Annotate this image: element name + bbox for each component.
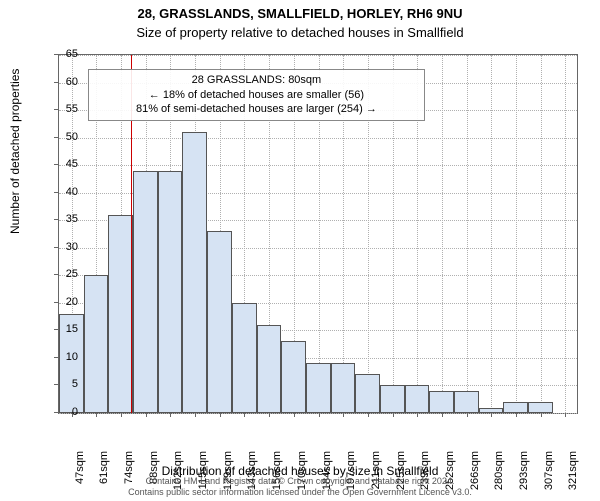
histogram-bar [331,363,356,413]
x-tick-mark [516,413,517,417]
attribution-line-2: Contains public sector information licen… [128,487,472,497]
y-tick-mark [54,329,58,330]
histogram-bar [281,341,306,413]
y-tick-mark [54,219,58,220]
grid-line-v [442,55,443,413]
plot-area: 47sqm61sqm74sqm88sqm102sqm115sqm129sqm14… [58,54,578,414]
x-tick-mark [269,413,270,417]
y-tick-label: 65 [48,48,78,60]
x-tick-mark [343,413,344,417]
y-tick-label: 25 [48,268,78,280]
histogram-bar [306,363,331,413]
page-title: 28, GRASSLANDS, SMALLFIELD, HORLEY, RH6 … [0,0,600,23]
y-tick-label: 60 [48,76,78,88]
grid-line-v [565,55,566,413]
histogram-bar [405,385,430,413]
y-tick-label: 45 [48,158,78,170]
y-tick-mark [54,247,58,248]
x-tick-mark [442,413,443,417]
y-tick-mark [54,384,58,385]
histogram-bar [503,402,528,413]
histogram-bar [108,215,133,413]
y-tick-mark [54,164,58,165]
x-tick-mark [244,413,245,417]
y-tick-mark [54,82,58,83]
x-tick-mark [393,413,394,417]
histogram-bar [84,275,109,413]
y-tick-label: 55 [48,103,78,115]
x-tick-mark [220,413,221,417]
attribution-line-1: Contains HM Land Registry data © Crown c… [146,476,455,486]
y-tick-label: 15 [48,323,78,335]
x-tick-mark [146,413,147,417]
grid-line-v [541,55,542,413]
x-tick-mark [467,413,468,417]
y-tick-mark [54,54,58,55]
y-tick-label: 40 [48,186,78,198]
histogram-bar [479,408,504,414]
x-tick-mark [319,413,320,417]
x-tick-mark [195,413,196,417]
histogram-bar [182,132,207,413]
y-tick-label: 10 [48,351,78,363]
histogram-bar [429,391,454,413]
y-tick-label: 50 [48,131,78,143]
histogram-bar [380,385,405,413]
histogram-bar [133,171,158,413]
attribution-text: Contains HM Land Registry data © Crown c… [0,476,600,498]
y-tick-mark [54,274,58,275]
histogram-bar [528,402,553,413]
y-tick-mark [54,109,58,110]
histogram-bar [257,325,282,413]
y-tick-mark [54,137,58,138]
grid-line-v [491,55,492,413]
x-tick-mark [565,413,566,417]
x-tick-mark [368,413,369,417]
x-tick-mark [417,413,418,417]
histogram-bar [207,231,232,413]
x-tick-mark [491,413,492,417]
histogram-bar [454,391,479,413]
annotation-line: 28 GRASSLANDS: 80sqm [95,73,418,88]
y-tick-mark [54,412,58,413]
y-tick-label: 20 [48,296,78,308]
x-tick-mark [121,413,122,417]
annotation-box: 28 GRASSLANDS: 80sqm← 18% of detached ho… [88,69,425,122]
histogram-bar [158,171,183,413]
x-tick-mark [170,413,171,417]
y-tick-mark [54,192,58,193]
y-tick-mark [54,357,58,358]
y-axis-label: Number of detached properties [8,69,22,234]
grid-line-v [467,55,468,413]
chart-container: 28, GRASSLANDS, SMALLFIELD, HORLEY, RH6 … [0,0,600,500]
y-tick-label: 30 [48,241,78,253]
y-tick-label: 35 [48,213,78,225]
histogram-bar [232,303,257,413]
x-tick-mark [96,413,97,417]
annotation-line: ← 18% of detached houses are smaller (56… [95,88,418,103]
x-tick-mark [294,413,295,417]
page-subtitle: Size of property relative to detached ho… [0,23,600,40]
y-tick-label: 5 [48,378,78,390]
y-tick-mark [54,302,58,303]
x-tick-mark [541,413,542,417]
annotation-line: 81% of semi-detached houses are larger (… [95,102,418,117]
histogram-bar [355,374,380,413]
y-tick-label: 0 [48,406,78,418]
grid-line-v [516,55,517,413]
